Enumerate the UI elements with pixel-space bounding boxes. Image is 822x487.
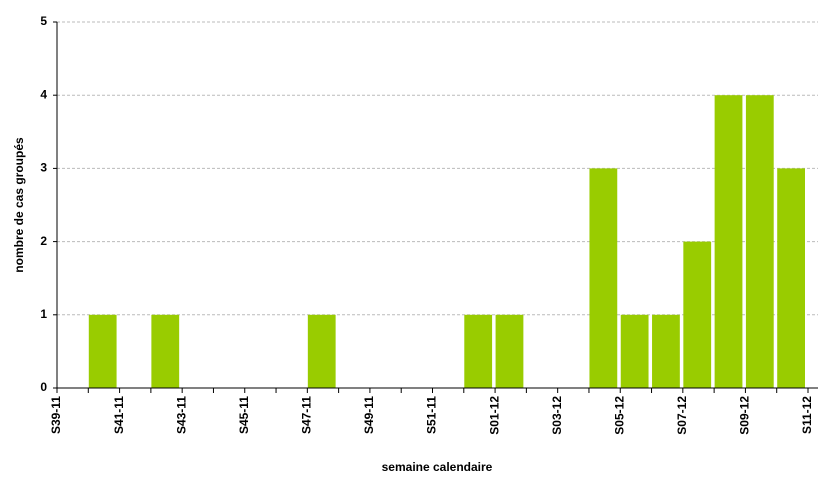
x-tick-label: S11-12	[800, 396, 814, 434]
bar	[652, 314, 680, 388]
x-tick-label: S39-11	[49, 396, 63, 434]
y-tick-label: 1	[40, 307, 47, 321]
y-tick-label: 4	[40, 87, 47, 101]
bar	[589, 168, 618, 388]
x-tick-label: S49-11	[362, 396, 376, 434]
x-tick-label: S41-11	[112, 396, 126, 434]
x-tick-label: S07-12	[675, 396, 689, 435]
x-tick-label: S43-11	[174, 396, 188, 434]
bar	[777, 168, 805, 388]
bar	[88, 314, 117, 388]
y-tick-label: 0	[40, 380, 47, 394]
x-tick-label: S01-12	[487, 396, 501, 435]
x-tick-label: S47-11	[300, 396, 314, 434]
bar	[307, 314, 336, 388]
y-tick-label: 3	[40, 161, 47, 175]
x-tick-label: S09-12	[738, 396, 752, 435]
x-tick-label: S45-11	[237, 396, 251, 434]
x-tick-label: S51-11	[425, 396, 439, 434]
bar	[745, 95, 774, 388]
bar	[620, 314, 649, 388]
y-tick-label: 5	[40, 14, 47, 28]
bar	[683, 241, 712, 388]
bar	[495, 314, 524, 388]
y-tick-label: 2	[40, 234, 47, 248]
bar	[464, 314, 493, 388]
x-tick-label: S05-12	[612, 396, 626, 435]
x-axis-label: semaine calendaire	[382, 460, 493, 474]
bar	[151, 314, 180, 388]
bar	[714, 95, 743, 388]
x-tick-label: S03-12	[550, 396, 564, 435]
y-axis-label: nombre de cas groupés	[12, 137, 26, 273]
